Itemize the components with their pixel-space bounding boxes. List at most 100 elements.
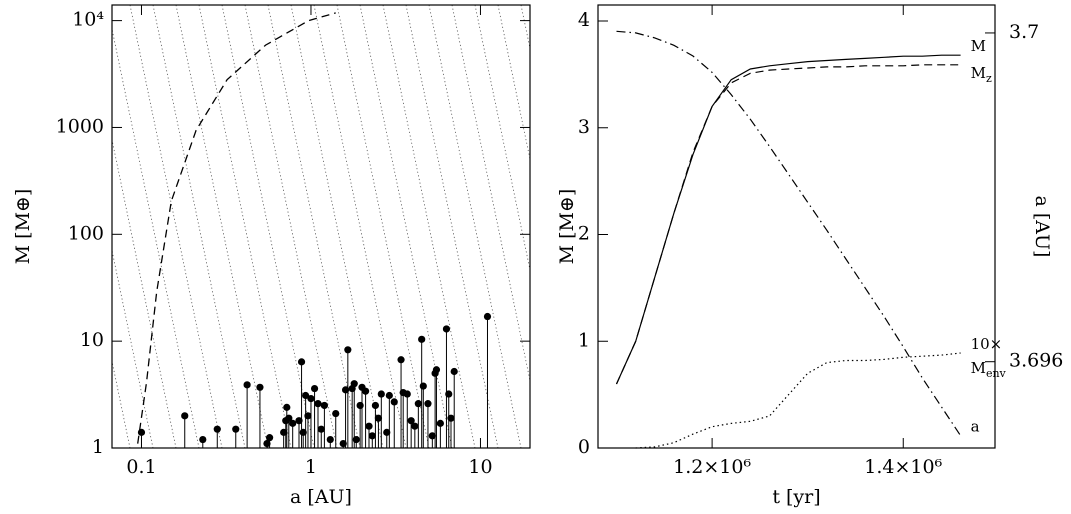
point [304,412,312,420]
series-label: M [971,37,986,55]
y-tick-label: 10 [80,329,104,351]
hatch-line [336,5,430,448]
point [424,400,432,408]
point [283,403,291,411]
series-line [615,64,961,385]
x-tick-label: 1 [305,456,317,478]
point [397,356,405,364]
point [371,401,380,410]
point [436,419,444,427]
y-tick-label: 3 [578,116,590,138]
hatch-line [129,5,223,448]
hatch-line [313,5,407,448]
point [297,358,306,366]
hatch-line [290,5,384,448]
y-tick-label: 4 [578,9,590,31]
hatch-line [267,5,361,448]
point [374,414,383,422]
series-line [635,352,961,449]
point [365,422,373,430]
point [483,312,492,321]
point [310,384,319,393]
point [383,428,391,436]
point [285,414,293,422]
series-label: Mz [971,64,992,85]
point [428,432,436,440]
x-axis-label: t [yr] [772,486,820,508]
hatch-line [112,137,177,448]
point [213,425,221,433]
series-name: M [971,37,986,55]
hatch-line [198,5,292,448]
point [339,439,347,448]
point [377,390,385,398]
point [256,383,264,391]
hatch-line [244,5,338,448]
hatch-line [474,5,530,272]
series-line [615,54,961,385]
curve [137,12,336,444]
x-tick-label: 1.4×10⁶ [864,456,942,478]
series-name: a [971,418,980,436]
plot-frame [111,4,531,449]
hatch-line [112,27,200,448]
y2-tick-label: 3.7 [1009,21,1039,43]
x-axis-label: a [AU] [290,486,352,508]
hatch-line [152,5,246,448]
hatch-line [382,5,476,448]
series-name: M [971,359,986,377]
point [419,382,427,390]
series-subscript: z [986,72,992,85]
y2-tick-label: 3.696 [1009,350,1063,372]
point [418,335,426,343]
x-tick-label: 0.1 [126,456,156,478]
y-tick-label: 10⁴ [72,9,104,31]
y2-axis-label: a [AU] [1031,196,1053,258]
hatch-line [175,5,269,448]
point [314,400,322,408]
x-tick-label: 1.2×10⁶ [673,456,751,478]
point [320,401,328,410]
point [265,434,274,442]
point [295,417,303,425]
point [344,346,352,354]
point [361,387,370,395]
series-label: a [971,418,980,436]
y-axis-label: M [M⊕] [12,189,34,265]
plot-frame [597,4,996,449]
point [307,394,315,403]
series-label-prefix: 10× [971,335,1003,353]
series-name: M [971,64,986,82]
y-tick-label: 1000 [56,115,104,137]
point [390,398,398,406]
point [447,414,455,422]
hatch [112,5,530,448]
point [289,419,297,427]
point [368,432,376,440]
y-tick-label: 1 [92,436,104,458]
hatch-line [405,5,499,448]
hatch-line [359,5,453,448]
point [232,425,240,433]
y-tick-label: 100 [68,222,104,244]
point [403,390,411,398]
point [411,422,419,430]
point [326,435,334,444]
hatch-line [428,5,522,448]
point [442,325,451,333]
point [137,428,146,436]
point [199,435,207,444]
hatch-line [451,5,530,383]
point [332,409,340,418]
series-line [616,30,962,437]
point [385,391,393,400]
point [299,428,307,436]
point [181,412,189,420]
x-tick-label: 10 [468,456,492,478]
y-tick-label: 0 [578,436,590,458]
point [317,425,325,433]
series-label: Menv [971,359,1007,380]
series-subscript: env [986,367,1007,380]
point [263,439,271,448]
